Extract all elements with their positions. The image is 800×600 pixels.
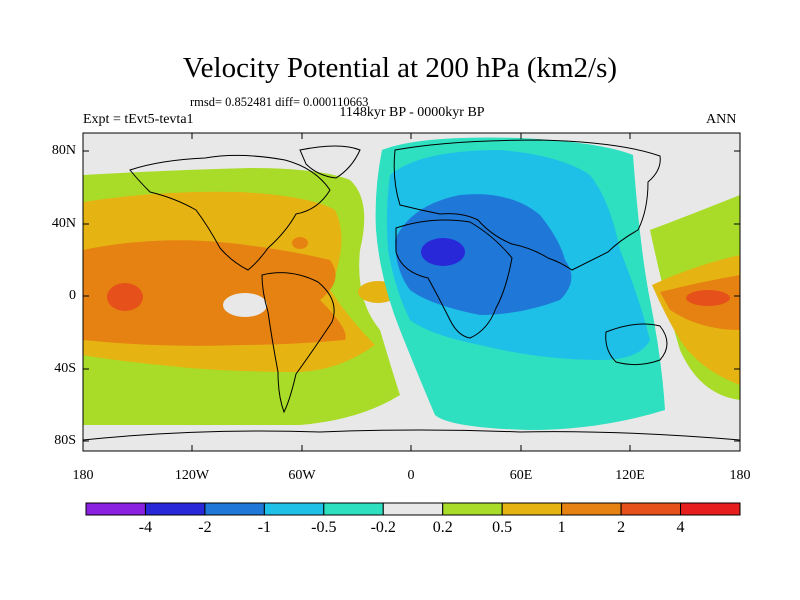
colorbar-label: -0.5 — [311, 519, 337, 536]
greenland-coastline — [299, 145, 361, 179]
colorbar — [85, 502, 741, 516]
axis-ticks — [82, 133, 741, 451]
colorbar-label: 0.2 — [432, 519, 453, 536]
colorbar-swatch — [323, 502, 384, 516]
lat-label-40s: 40S — [54, 361, 76, 376]
colorbar-swatch — [382, 502, 444, 516]
lat-label-80s: 80S — [54, 433, 76, 448]
colorbar-label: 4 — [676, 519, 685, 536]
colorbar-swatch — [144, 502, 206, 516]
colorbar-swatch — [204, 502, 265, 516]
colorbar-swatch — [263, 502, 325, 516]
season-label: ANN — [706, 112, 737, 127]
colorbar-swatch — [680, 502, 741, 516]
contour-fill-2 — [107, 283, 143, 311]
colorbar-label: 2 — [617, 519, 626, 536]
colorbar-swatch — [442, 502, 503, 516]
contour-fill-neg2 — [421, 238, 465, 266]
colorbar-swatch — [620, 502, 682, 516]
coastlines — [83, 139, 740, 441]
contour-fill-1 — [83, 240, 346, 346]
colorbar-label: 0.5 — [492, 519, 513, 536]
contour-fill-neg1 — [395, 194, 572, 315]
lon-label-0: 0 — [407, 468, 415, 483]
lon-label-180e: 180 — [729, 468, 751, 483]
africa-coastline — [395, 219, 513, 339]
colorbar-label: -4 — [138, 519, 153, 536]
colorbar-swatch — [501, 502, 563, 516]
lat-label-40n: 40N — [51, 216, 76, 231]
colorbar-label: -0.2 — [370, 519, 396, 536]
south-america-coastline — [261, 272, 335, 414]
lon-label-180w: 180 — [72, 468, 94, 483]
contour-fields — [83, 133, 740, 451]
colorbar-swatch — [85, 502, 146, 516]
north-america-coastline — [129, 154, 331, 271]
lat-label-80n: 80N — [51, 143, 76, 158]
colorbar-label: 1 — [557, 519, 566, 536]
lon-label-60e: 60E — [509, 468, 533, 483]
lon-label-120w: 120W — [174, 468, 210, 483]
eurasia-coastline — [393, 139, 661, 271]
antarctica-coastline — [83, 429, 740, 441]
experiment-label: Expt = tEvt5-tevta1 — [83, 112, 194, 127]
colorbar-swatch — [561, 502, 622, 516]
lon-label-60w: 60W — [288, 468, 316, 483]
map-title: Velocity Potential at 200 hPa (km2/s) — [182, 52, 618, 84]
colorbar-label: -2 — [198, 519, 212, 536]
lon-label-120e: 120E — [615, 468, 645, 483]
rmsd-diff-stats: rmsd= 0.852481 diff= 0.000110663 — [190, 95, 369, 109]
time-period: 1148kyr BP - 0000kyr BP — [339, 105, 485, 120]
australia-coastline — [605, 323, 668, 366]
colorbar-label: -1 — [257, 519, 272, 536]
lat-label-equator: 0 — [69, 288, 76, 303]
